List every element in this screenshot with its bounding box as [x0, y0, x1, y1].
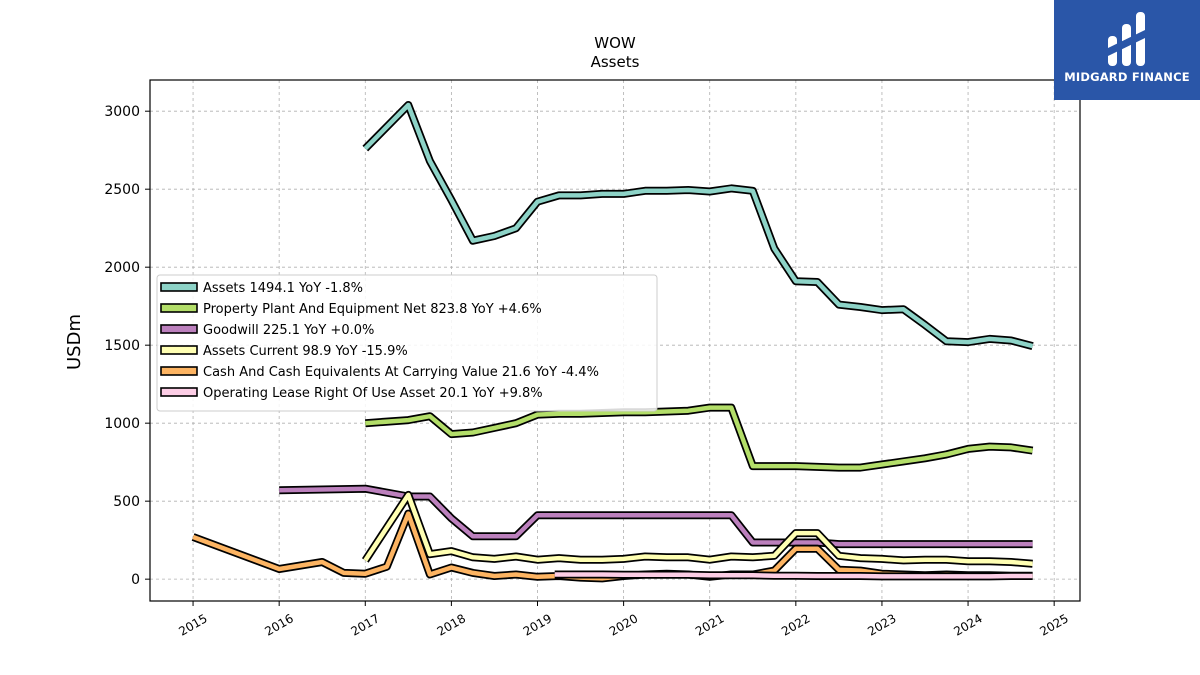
legend-box	[156, 274, 658, 412]
y-axis-label: USDm	[64, 314, 85, 370]
x-tick-label: 2024	[951, 611, 984, 638]
legend-swatch	[160, 324, 198, 334]
brand-logo: MIDGARD FINANCE	[1054, 0, 1200, 100]
legend-swatch	[160, 303, 198, 313]
chart-subtitle: Assets	[591, 53, 640, 71]
y-tick-label: 2500	[104, 182, 140, 198]
x-tick-label: 2020	[607, 611, 640, 638]
brand-name: MIDGARD FINANCE	[1064, 70, 1190, 84]
series-line-assets-current	[363, 492, 1033, 566]
x-tick-label: 2017	[349, 611, 382, 638]
x-tick-label: 2015	[176, 611, 209, 638]
x-tick-label: 2023	[865, 611, 898, 638]
series-line-assets	[363, 102, 1034, 349]
x-tick-label: 2019	[521, 611, 554, 638]
series-layer	[191, 101, 1034, 583]
legend-label: Goodwill 225.1 YoY +0.0%	[203, 323, 374, 338]
legend-label: Cash And Cash Equivalents At Carrying Va…	[203, 365, 599, 380]
series-line-operating-lease-right-of-use-asset	[554, 572, 1033, 579]
legend-label: Assets 1494.1 YoY -1.8%	[203, 281, 363, 296]
legend-swatch	[160, 366, 198, 376]
x-tick-label: 2018	[435, 611, 468, 638]
legend-label: Assets Current 98.9 YoY -15.9%	[203, 344, 408, 359]
y-tick-label: 2000	[104, 260, 140, 276]
legend-label: Property Plant And Equipment Net 823.8 Y…	[203, 302, 542, 317]
series-line-property-plant-and-equipment-net	[365, 405, 1033, 470]
brand-mark-icon	[1108, 12, 1145, 66]
chart-title: WOW	[594, 34, 636, 52]
x-tick-label: 2022	[779, 611, 812, 638]
series-line-goodwill	[279, 486, 1033, 547]
plot-frame	[149, 79, 1081, 602]
x-tick-label: 2025	[1037, 611, 1070, 638]
y-tick-label: 3000	[104, 104, 140, 120]
legend: Assets 1494.1 YoY -1.8% Property Plant An…	[156, 274, 658, 412]
y-tick-label: 1500	[104, 338, 140, 354]
legend-swatch	[160, 387, 198, 397]
y-tick-label: 500	[113, 494, 140, 510]
legend-label: Operating Lease Right Of Use Asset 20.1 …	[203, 386, 543, 401]
legend-swatch	[160, 345, 198, 355]
y-tick-label: 0	[131, 572, 140, 588]
legend-swatch	[160, 282, 198, 292]
x-tick-label: 2021	[693, 611, 726, 638]
x-tick-label: 2016	[262, 611, 295, 638]
y-tick-label: 1000	[104, 416, 140, 432]
